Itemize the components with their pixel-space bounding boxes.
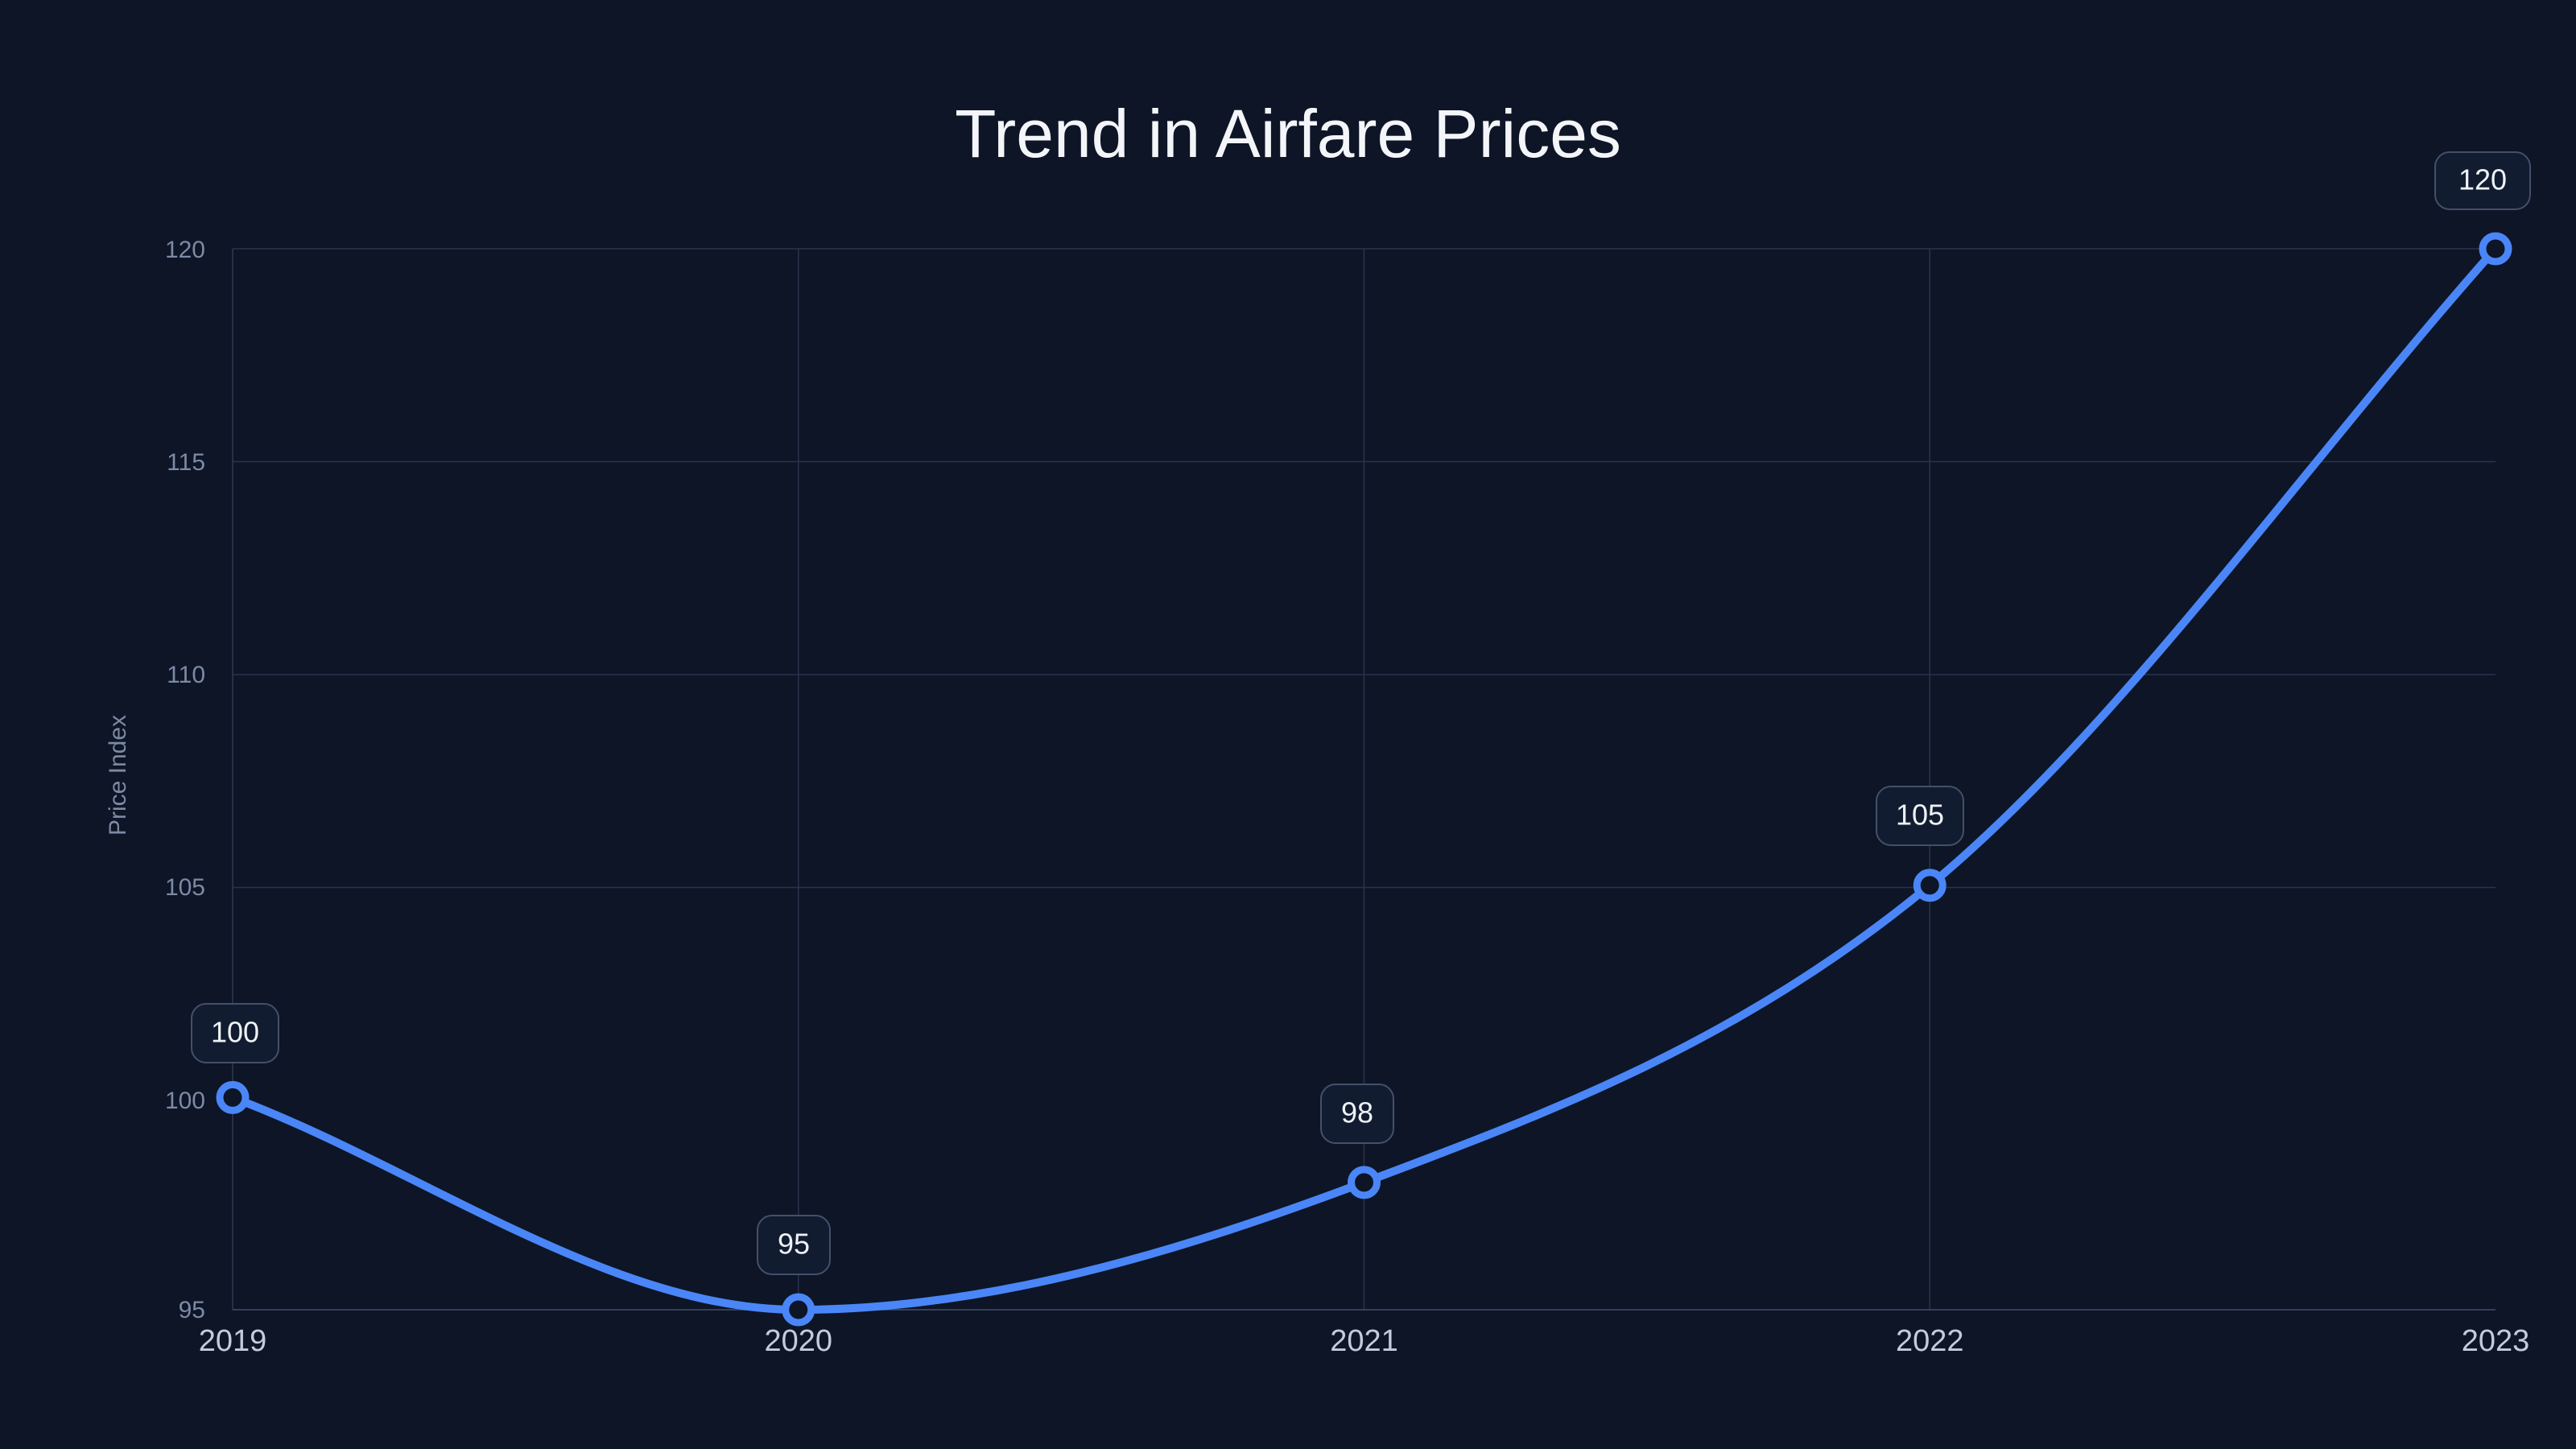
- svg-text:2021: 2021: [1330, 1324, 1398, 1358]
- svg-text:110: 110: [167, 662, 205, 688]
- svg-text:95: 95: [179, 1297, 205, 1323]
- svg-text:98: 98: [1341, 1096, 1373, 1129]
- svg-text:115: 115: [167, 449, 205, 476]
- svg-text:2019: 2019: [199, 1324, 267, 1358]
- svg-text:2023: 2023: [2462, 1324, 2530, 1358]
- svg-text:100: 100: [211, 1016, 259, 1049]
- svg-text:105: 105: [1896, 799, 1944, 832]
- svg-text:120: 120: [165, 237, 205, 263]
- svg-text:100: 100: [165, 1088, 205, 1114]
- svg-text:95: 95: [778, 1228, 810, 1261]
- svg-text:2020: 2020: [764, 1324, 832, 1358]
- svg-text:2022: 2022: [1896, 1324, 1964, 1358]
- svg-text:105: 105: [165, 874, 205, 901]
